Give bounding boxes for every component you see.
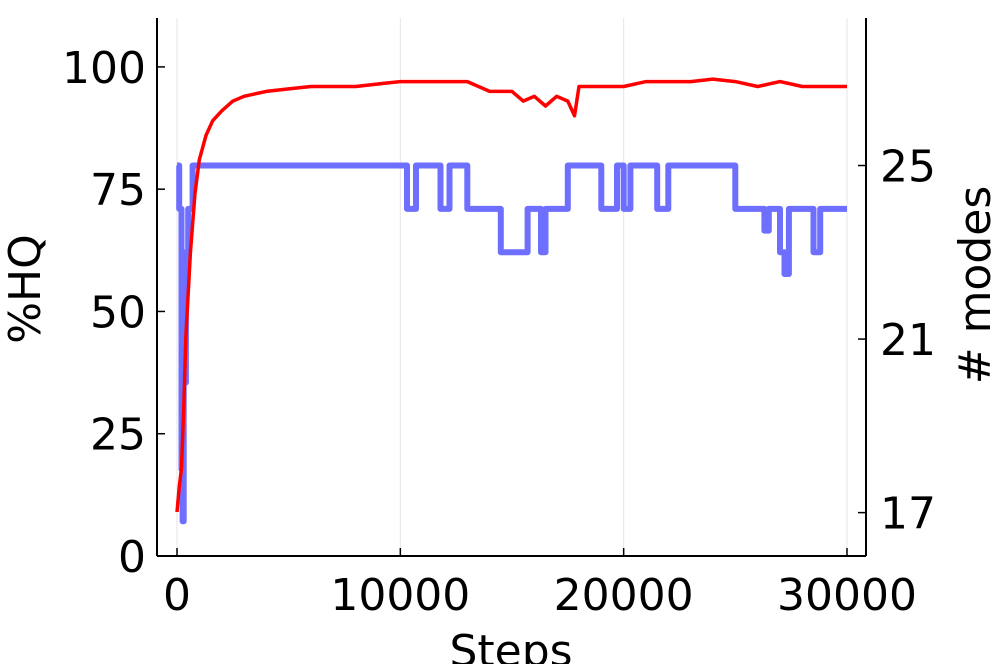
series-modes-line [176, 162, 847, 525]
x-axis-title: Steps [449, 626, 572, 664]
y-left-tick-label: 100 [62, 43, 146, 94]
x-tick-label: 0 [163, 570, 191, 621]
y-axis-left-title: %HQ [0, 234, 51, 344]
y-axis-right-title: # modes [950, 186, 997, 385]
y-right-tick-label: 21 [880, 315, 936, 366]
y-left-tick-label: 0 [118, 532, 146, 583]
ticks-layer: 0 10000 20000 30000 0 25 50 75 100 17 21 25 [62, 43, 936, 621]
x-tick-label: 30000 [777, 570, 917, 621]
x-tick-label: 20000 [554, 570, 694, 621]
grid-layer [176, 18, 848, 556]
y-right-tick-label: 25 [880, 142, 936, 193]
series-hq-line [175, 77, 847, 513]
axes-layer [156, 18, 867, 557]
series-layer [175, 77, 847, 525]
y-left-tick-label: 50 [90, 287, 146, 338]
x-tick-label: 10000 [330, 570, 470, 621]
y-left-tick-label: 25 [90, 410, 146, 461]
y-left-tick-label: 75 [90, 165, 146, 216]
y-right-tick-label: 17 [880, 489, 936, 540]
